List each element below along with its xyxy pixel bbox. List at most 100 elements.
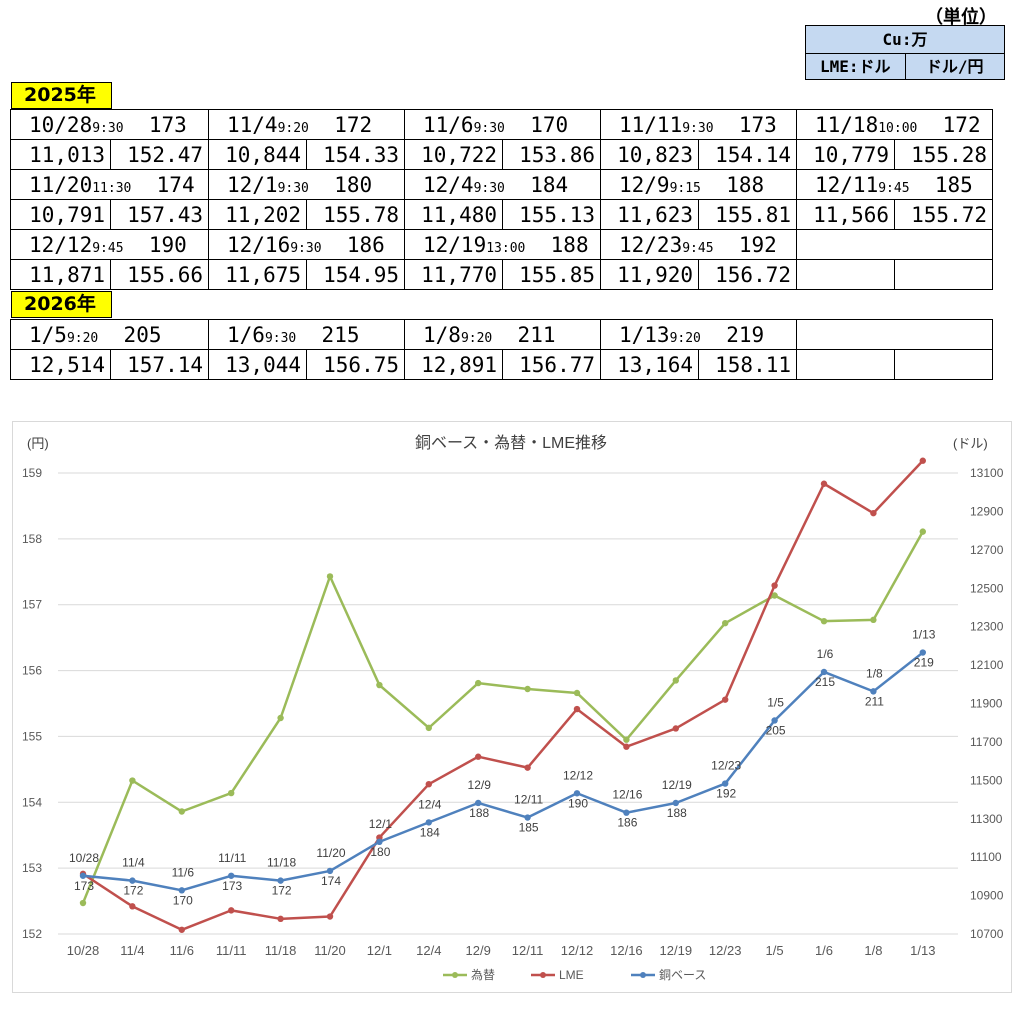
data-point-right [228,907,235,914]
entry-base-price: 180 [334,172,373,197]
fx-cell: 157.14 [110,349,209,380]
lme-cell: 11,871 [10,259,111,290]
entry-header: 1/69:30 215 [208,319,405,350]
entry-base-price: 185 [934,172,973,197]
data-label-date: 11/20 [316,846,345,860]
entry-header: 12/1913:00 188 [404,229,601,260]
unit-cu: Cu:万 [806,26,1004,54]
unit-heading: （単位） [925,7,997,28]
lme-cell: 12,891 [404,349,503,380]
entry-header: 12/239:45 192 [600,229,797,260]
lme-cell: 11,675 [208,259,307,290]
data-point-base [919,649,926,656]
data-point-base [425,819,432,826]
fx-cell: 155.72 [894,199,993,230]
entry-base-price: 211 [517,322,556,347]
data-label-value: 188 [667,806,687,820]
data-label-value: 205 [766,723,786,737]
data-point-right [524,764,531,771]
entry-header: 12/169:30 186 [208,229,405,260]
data-label-value: 185 [519,821,539,835]
data-point-left [820,617,828,625]
entry-base-price: 219 [726,322,765,347]
data-point-base [623,809,630,816]
entry-base-price: 188 [550,232,589,257]
entry-time: 9:30 [264,330,297,346]
entry-header: 11/2011:30 174 [10,169,209,200]
data-label-value: 180 [370,845,390,859]
entry-date: 12/19 [423,232,487,257]
entry-base-price: 205 [123,322,162,347]
data-label-date: 11/11 [218,851,247,865]
year-label: 2025年 [11,82,112,109]
data-label-date: 1/6 [817,647,834,661]
lme-cell [796,259,895,290]
entry-date: 12/9 [619,172,670,197]
lme-cell: 10,844 [208,139,307,170]
entry-time: 9:15 [669,180,701,196]
data-point-left [129,777,136,784]
x-axis-tick: 1/13 [910,943,935,958]
lme-cell: 11,480 [404,199,503,230]
left-axis-tick: 157 [22,598,42,612]
data-point-base [475,799,482,807]
lme-cell: 11,920 [600,259,699,290]
entry-date: 1/13 [619,322,670,347]
data-point-right [722,696,729,703]
data-point-right [623,743,630,750]
fx-cell: 156.75 [306,349,405,380]
data-point-right [870,509,877,517]
data-label-value: 186 [617,816,637,830]
entry-time: 9:30 [290,240,322,256]
fx-cell: 155.28 [894,139,993,170]
lme-cell: 10,823 [600,139,699,170]
fx-cell: 154.95 [306,259,405,290]
entry-time: 9:20 [460,330,493,346]
data-point-base [326,867,334,875]
x-axis-tick: 12/12 [561,943,594,958]
entry-header [796,229,993,260]
data-label-date: 11/6 [172,865,195,879]
data-label-value: 219 [914,656,934,670]
lme-cell: 11,013 [10,139,111,170]
fx-cell [894,349,993,380]
data-point-base [771,717,778,724]
entry-date: 1/8 [423,322,461,347]
entry-header: 11/69:30 170 [404,109,601,140]
data-point-right [277,915,284,923]
fx-cell: 156.77 [502,349,601,380]
entry-date: 11/18 [815,112,879,137]
unit-legend-box: Cu:万 LME:ドル ドル/円 [805,25,1005,80]
entry-time: 11:30 [92,180,132,196]
entry-time: 9:20 [277,120,309,136]
right-axis-tick: 11900 [970,697,1003,711]
data-point-base [376,838,383,845]
data-label-date: 10/28 [69,851,99,865]
entry-time: 9:30 [473,180,505,196]
data-point-base [79,872,87,879]
data-label-date: 12/19 [662,778,692,792]
entry-date: 10/28 [29,112,93,137]
data-label-date: 12/11 [514,793,543,807]
left-axis-tick: 153 [22,861,42,875]
data-label-date: 1/5 [767,695,784,709]
entry-header: 1/89:20 211 [404,319,601,350]
data-point-base [129,877,136,884]
left-axis-tick: 155 [22,729,42,743]
data-label-date: 11/18 [267,856,296,870]
data-point-right [672,725,679,732]
series-line-right [82,459,924,932]
x-axis-tick: 11/11 [216,943,247,958]
data-point-left [524,685,531,693]
data-point-right [919,457,926,464]
lme-cell: 10,722 [404,139,503,170]
entry-header: 12/119:45 185 [796,169,993,200]
data-point-left [722,619,729,627]
right-axis-tick: 11700 [970,735,1003,749]
entry-date: 12/1 [227,172,278,197]
data-label-date: 12/23 [711,759,741,773]
entry-date: 11/11 [619,112,683,137]
data-point-right [178,926,185,933]
data-point-left [277,714,284,722]
entry-date: 12/4 [423,172,474,197]
